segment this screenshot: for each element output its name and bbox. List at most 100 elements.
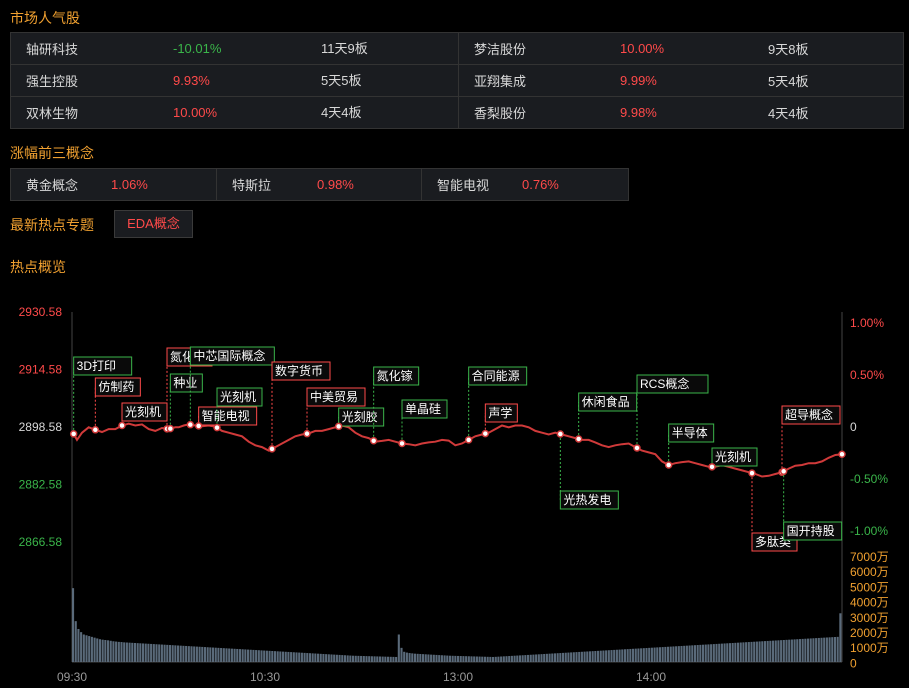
volume-bar — [699, 644, 702, 662]
volume-bar — [677, 646, 680, 662]
volume-bar — [785, 639, 788, 662]
annotation-label: 光刻胶 — [342, 409, 378, 424]
volume-bar — [516, 655, 519, 662]
volume-bar — [707, 644, 710, 662]
volume-bar — [648, 647, 651, 662]
volume-bar — [704, 644, 707, 662]
volume-bar — [411, 653, 414, 662]
volume-bar — [279, 651, 282, 662]
volume-bar — [284, 651, 287, 662]
volume-bar — [494, 656, 497, 662]
volume-bar — [570, 652, 573, 662]
volume-bar — [193, 646, 196, 662]
annotation-point — [118, 421, 126, 430]
stock-name[interactable]: 亚翔集成 — [474, 74, 527, 89]
volume-bar — [389, 656, 392, 662]
volume-bar — [712, 644, 715, 662]
stock-streak: 5天5板 — [306, 65, 459, 96]
volume-bar — [825, 637, 828, 662]
volume-bar — [395, 656, 398, 662]
annotation-box — [198, 406, 258, 426]
volume-bar — [839, 613, 842, 662]
volume-bar — [481, 656, 484, 662]
volume-bar — [446, 655, 449, 662]
volume-bar — [518, 655, 522, 662]
hot-topic-tag[interactable]: EDA概念 — [114, 210, 193, 238]
volume-bar — [513, 655, 516, 662]
volume-bar — [457, 655, 460, 662]
annotation-box — [271, 361, 331, 381]
volume-bar — [187, 646, 190, 662]
annotation-point — [464, 436, 473, 444]
volume-bar — [438, 655, 441, 662]
volume-bar — [115, 641, 118, 662]
volume-bar — [314, 653, 317, 662]
volume-bar — [801, 638, 804, 662]
volume-bar — [755, 641, 758, 662]
volume-bar — [809, 638, 812, 662]
volume-bar — [125, 642, 128, 662]
annotation-label: 仿制药 — [98, 380, 134, 394]
volume-bar — [303, 652, 306, 662]
volume-bar — [327, 654, 330, 662]
annotation-label: 声学 — [488, 405, 512, 420]
annotation-point — [574, 435, 583, 443]
volume-bar — [710, 644, 713, 662]
annotation-point — [664, 461, 673, 469]
volume-bar — [295, 652, 298, 662]
volume-bar — [728, 643, 732, 662]
volume-bar — [222, 648, 225, 662]
annotation-point — [268, 445, 276, 453]
volume-bar — [610, 650, 613, 662]
volume-bar — [470, 656, 473, 662]
stock-name[interactable]: 轴研科技 — [26, 42, 79, 57]
volume-bar — [599, 650, 602, 662]
stock-name[interactable]: 双林生物 — [26, 106, 79, 121]
volume-bar — [451, 655, 454, 662]
volume-bar — [378, 656, 382, 662]
volume-bar — [645, 648, 648, 662]
volume-bar — [742, 642, 745, 662]
price-tick-label: 2898.58 — [19, 420, 63, 434]
popular-stocks-table: 轴研科技 -10.01% 11天9板 梦洁股份 10.00% 9天8板 强生控股… — [10, 32, 904, 129]
volume-bar — [300, 652, 303, 662]
stock-name[interactable]: 香梨股份 — [474, 106, 527, 121]
volume-bar — [163, 644, 166, 662]
volume-bar — [158, 644, 161, 662]
volume-bar — [642, 648, 645, 662]
volume-bar — [403, 651, 406, 662]
annotation-point — [748, 469, 756, 477]
stock-name[interactable]: 梦洁股份 — [474, 42, 527, 57]
concept-item[interactable]: 特斯拉 0.98% — [216, 169, 421, 200]
table-row[interactable]: 轴研科技 -10.01% 11天9板 梦洁股份 10.00% 9天8板 — [11, 33, 903, 64]
concept-item[interactable]: 智能电视 0.76% — [421, 169, 628, 200]
volume-bar — [147, 643, 150, 662]
volume-bar — [330, 654, 333, 662]
volume-bar — [664, 646, 667, 662]
annotation-point — [481, 429, 490, 438]
overview-title: 热点概览 — [10, 259, 66, 275]
annotation-box — [338, 407, 385, 427]
volume-bar — [629, 648, 632, 662]
volume-bar — [788, 639, 791, 662]
stock-change: 9.98% — [620, 105, 657, 120]
volume-bar — [812, 638, 815, 662]
volume-tick-label: 7000万 — [850, 550, 889, 564]
volume-bar — [236, 648, 239, 662]
concept-item[interactable]: 黄金概念 1.06% — [11, 169, 216, 200]
volume-bar — [763, 641, 767, 662]
volume-bar — [82, 634, 85, 662]
volume-bar — [753, 641, 756, 662]
table-row[interactable]: 强生控股 9.93% 5天5板 亚翔集成 9.99% 5天4板 — [11, 64, 903, 96]
table-row[interactable]: 双林生物 10.00% 4天4板 香梨股份 9.98% 4天4板 — [11, 96, 903, 128]
volume-bar — [618, 649, 621, 662]
volume-bar — [317, 653, 320, 662]
volume-bar — [739, 642, 742, 662]
volume-bar — [483, 656, 487, 662]
volume-bar — [685, 645, 688, 662]
popular-stocks-title: 市场人气股 — [10, 10, 80, 26]
volume-bar — [209, 647, 212, 662]
stock-name[interactable]: 强生控股 — [26, 74, 79, 89]
volume-bar — [475, 656, 478, 662]
